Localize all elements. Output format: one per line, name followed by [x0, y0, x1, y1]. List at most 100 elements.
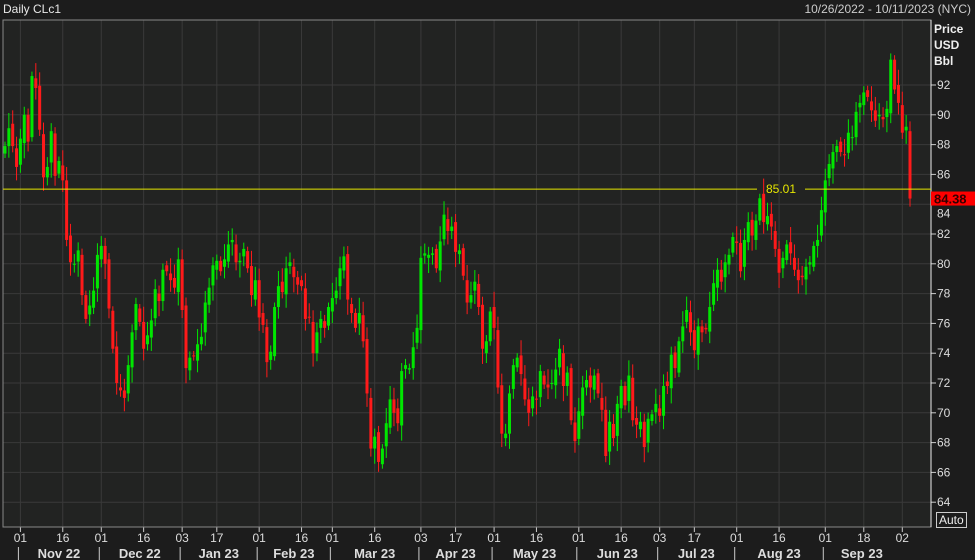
x-tick-label: 17	[688, 531, 702, 545]
candle-down	[80, 254, 84, 296]
candle-up	[238, 260, 242, 263]
candle-up	[846, 132, 850, 153]
auto-scale-button[interactable]: Auto	[936, 512, 967, 528]
candle-up	[515, 357, 519, 368]
candle-down	[523, 378, 527, 400]
candle-down	[353, 312, 357, 328]
candle-up	[669, 354, 673, 389]
candle-down	[219, 260, 223, 272]
candle-up	[400, 371, 404, 426]
candle-up	[812, 245, 816, 267]
reference-line-label: 85.01	[766, 182, 796, 196]
candle-down	[303, 288, 307, 319]
candle-down	[365, 339, 369, 394]
candle-up	[442, 214, 446, 240]
candle-up	[199, 336, 203, 345]
candle-down	[546, 384, 550, 388]
candle-up	[723, 262, 727, 278]
axis-unit-label: Price	[934, 22, 964, 36]
candle-up	[638, 421, 642, 430]
month-label: Jul 23	[678, 546, 715, 560]
candle-down	[122, 390, 126, 398]
candle-up	[196, 344, 200, 361]
x-tick-label: 18	[857, 531, 871, 545]
candle-down	[642, 421, 646, 448]
candle-down	[396, 408, 400, 424]
candle-up	[650, 414, 654, 421]
last-price-label: 84.38	[934, 192, 967, 207]
candle-down	[172, 277, 176, 288]
y-tick-label: 86	[937, 167, 951, 181]
x-tick-label: 03	[414, 531, 428, 545]
candle-up	[685, 309, 689, 322]
candle-up	[88, 305, 92, 315]
candle-up	[708, 307, 712, 332]
candle-down	[735, 241, 739, 243]
x-tick-label: 01	[95, 531, 109, 545]
axis-unit-label: USD	[934, 38, 960, 52]
candle-down	[280, 281, 284, 293]
x-tick-label: 03	[653, 531, 667, 545]
candle-down	[296, 277, 300, 285]
candle-down	[873, 110, 877, 121]
month-label: Feb 23	[273, 546, 314, 560]
candle-down	[792, 257, 796, 270]
candle-up	[696, 326, 700, 355]
candle-up	[215, 260, 219, 270]
candle-down	[300, 280, 304, 287]
candle-up	[415, 327, 419, 343]
candle-up	[538, 371, 542, 398]
candle-up	[130, 332, 134, 368]
candle-down	[569, 368, 573, 421]
candle-up	[746, 222, 750, 243]
candle-down	[704, 327, 708, 330]
candle-up	[808, 262, 812, 265]
candle-up	[357, 312, 361, 324]
candle-down	[261, 312, 265, 325]
candle-down	[881, 117, 885, 120]
candle-up	[284, 268, 288, 295]
candle-up	[334, 290, 338, 299]
x-tick-label: 01	[819, 531, 833, 545]
month-label: Apr 23	[435, 546, 475, 560]
candle-up	[473, 281, 477, 291]
x-tick-label: 01	[487, 531, 501, 545]
candle-up	[766, 216, 770, 225]
last-price-badge	[931, 191, 975, 206]
candle-up	[95, 254, 99, 289]
x-tick-label: 17	[449, 531, 463, 545]
candle-down	[588, 375, 592, 388]
candle-down	[369, 397, 373, 449]
candle-down	[481, 304, 485, 349]
candle-down	[623, 385, 627, 406]
candle-up	[457, 250, 461, 255]
candle-up	[488, 311, 492, 342]
candle-down	[769, 213, 773, 227]
candle-down	[323, 321, 327, 328]
y-tick-label: 80	[937, 257, 951, 271]
candle-up	[427, 254, 431, 258]
candle-up	[176, 259, 180, 293]
candle-down	[900, 105, 904, 133]
candle-up	[242, 248, 246, 257]
y-tick-label: 74	[937, 346, 951, 360]
candle-up	[681, 326, 685, 342]
candle-up	[388, 399, 392, 428]
candle-up	[816, 239, 820, 246]
candle-up	[785, 244, 789, 261]
candle-up	[380, 448, 384, 465]
candle-up	[558, 348, 562, 368]
x-tick-label: 16	[530, 531, 544, 545]
candle-up	[3, 146, 7, 154]
candle-up	[211, 265, 215, 286]
x-tick-label: 03	[175, 531, 189, 545]
candle-down	[103, 245, 107, 264]
candle-down	[115, 346, 119, 383]
candle-down	[65, 180, 69, 240]
candle-up	[404, 365, 408, 369]
candle-up	[207, 287, 211, 305]
x-tick-label: 01	[326, 531, 340, 545]
candle-down	[796, 269, 800, 281]
candle-down	[84, 295, 88, 319]
